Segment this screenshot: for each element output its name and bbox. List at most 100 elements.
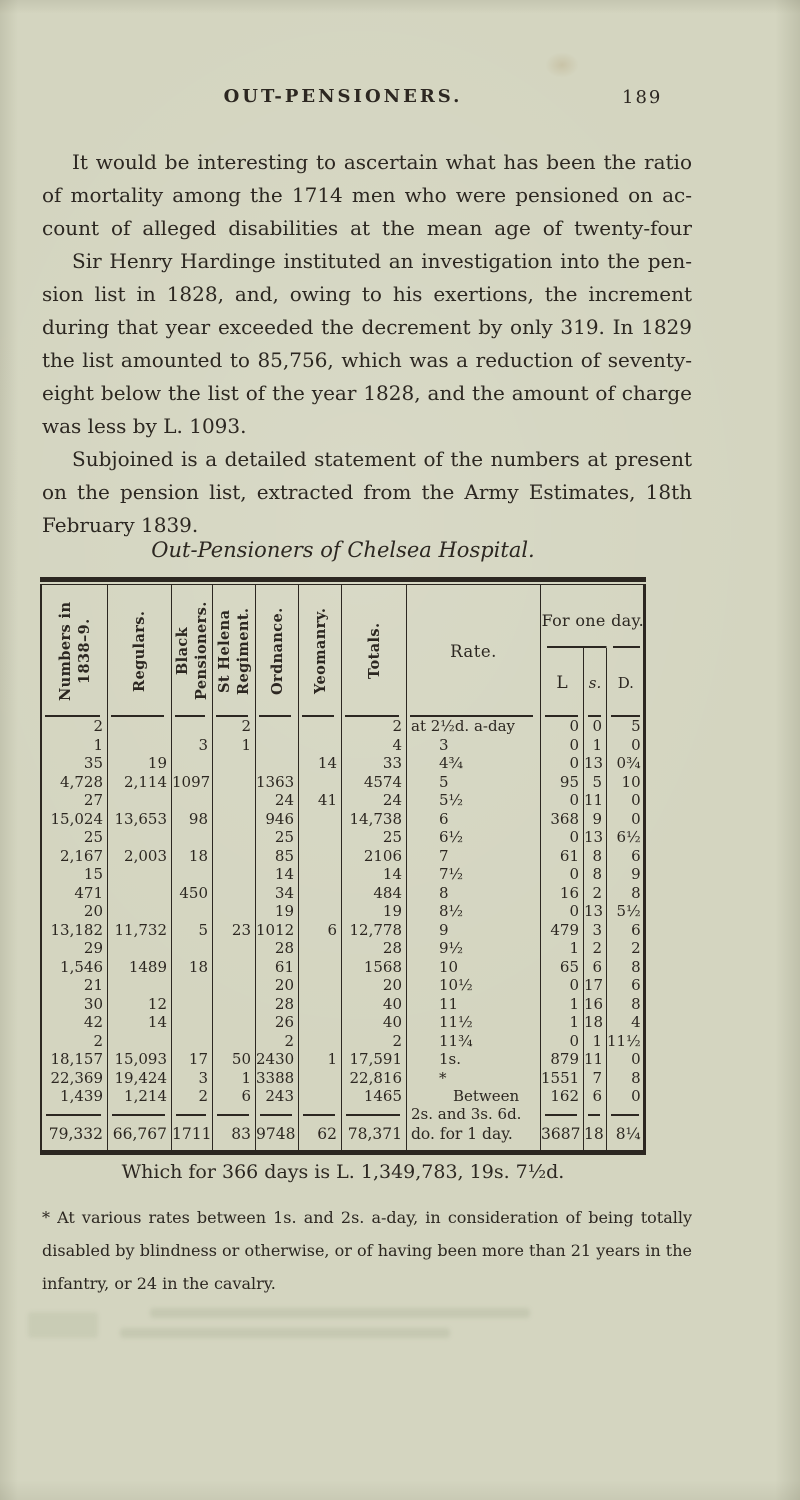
table-cell: 2,003 (108, 846, 172, 865)
table-cell: 3 (172, 735, 213, 754)
table-cell: 28 (256, 994, 299, 1013)
rate-cell: 6 (407, 809, 541, 828)
table-cell: 6 (631, 846, 641, 865)
table-cell: 27 (42, 791, 108, 810)
body-text-line: was less by L. 1093. (42, 414, 247, 438)
column-header-rate: Rate. (407, 585, 541, 717)
table-cell: 1 (541, 994, 584, 1013)
table-cell: 98 (172, 809, 213, 828)
table-cell: 2 (342, 717, 407, 736)
table-cell (299, 1087, 342, 1106)
table-cell: 10 (621, 772, 641, 791)
table-cell: 25 (342, 828, 407, 847)
table-cell (213, 772, 256, 791)
table-cell: 13,653 (108, 809, 172, 828)
column-header-label: Yeomanry. (311, 607, 329, 695)
table-cell: 3 (584, 920, 607, 939)
table-cell: 25 (42, 828, 108, 847)
table-cell: 19 (256, 902, 299, 921)
table-cell (299, 957, 342, 976)
table-cell: 95 (541, 772, 584, 791)
table-cell: 0 (541, 735, 584, 754)
rate-cell: 10 (407, 957, 541, 976)
table-cell: 13 (584, 828, 607, 847)
table-cell: 0 (584, 717, 607, 736)
table-cell: 12 (108, 994, 172, 1013)
table-cell: 0 (541, 828, 584, 847)
footnote-line: infantry, or 24 in the cavalry. (42, 1274, 276, 1293)
total-cell: 1711 (172, 1121, 213, 1150)
table-cell: 2,114 (108, 772, 172, 791)
table-cell: 34 (256, 883, 299, 902)
table-cell (108, 865, 172, 884)
table-cell: 6½ (616, 828, 641, 846)
body-text-line: the list amounted to 85,756, which was a… (42, 348, 692, 372)
table-cell: 2 (584, 939, 607, 958)
column-rule (342, 1105, 407, 1122)
column-header: Black Pensioners. (172, 585, 213, 717)
table-cell: 946 (256, 809, 299, 828)
rate-separator-text: 2s. and 3s. 6d. (407, 1105, 541, 1122)
table-cell: 8 (631, 1068, 641, 1087)
table-cell: 16 (584, 994, 607, 1013)
table-cell: 13 (584, 754, 607, 773)
table-cell (213, 939, 256, 958)
table-cell: 1363 (256, 772, 299, 791)
table-cell: 2430 (256, 1050, 299, 1069)
table-cell: 24 (342, 791, 407, 810)
table-cell: 25 (256, 828, 299, 847)
column-rule (299, 1105, 342, 1122)
table-cell (213, 976, 256, 995)
table-cell: 1 (584, 735, 607, 754)
table-cell: 1012 (256, 920, 299, 939)
rate-cell: at 2½d. a-day (407, 717, 541, 736)
table-cell: 1 (299, 1050, 342, 1069)
table-cell (299, 865, 342, 884)
header-rule (547, 646, 640, 648)
table-cell: 0 (631, 809, 641, 828)
column-header-label: Regulars. (131, 610, 148, 692)
table-cell (299, 735, 342, 754)
table-cell (108, 1031, 172, 1050)
table-cell: 18 (584, 1013, 607, 1032)
total-cell: 9748 (256, 1121, 299, 1150)
body-text-line: count of alleged disabilities at the mea… (42, 216, 692, 240)
table-cell: 5 (631, 717, 641, 735)
table-cell: 0 (631, 735, 641, 754)
table-cell: 17 (584, 976, 607, 995)
table-cell: 5 (172, 920, 213, 939)
table-cell: 879 (541, 1050, 584, 1069)
table-cell: 0 (541, 902, 584, 921)
rate-cell: 11½ (407, 1013, 541, 1032)
table-cell (172, 1031, 213, 1050)
table-cell: 8 (631, 994, 641, 1013)
table-cell: 1 (541, 939, 584, 958)
table-cell (213, 1013, 256, 1032)
table-cell: 450 (172, 883, 213, 902)
table-cell: 33 (342, 754, 407, 773)
table-cell: 65 (541, 957, 584, 976)
column-rule (584, 1105, 607, 1122)
total-cell: 3687 (541, 1121, 584, 1150)
table-cell (108, 939, 172, 958)
table-cell: 2 (342, 1031, 407, 1050)
column-rule (42, 1105, 108, 1122)
table-cell (256, 754, 299, 773)
body-text: It would be interesting to ascertain wha… (42, 146, 692, 542)
table-cell: 3388 (256, 1068, 299, 1087)
for-one-day-label: For one day. (541, 611, 645, 630)
column-rule (256, 1105, 299, 1122)
table-cell (299, 939, 342, 958)
table-cell: 8 (584, 865, 607, 884)
table-cell: 4 (342, 735, 407, 754)
table-cell: 40 (342, 994, 407, 1013)
table-cell: 21 (42, 976, 108, 995)
table-cell: 3 (172, 1068, 213, 1087)
table-cell: 4574 (342, 772, 407, 791)
table-cell (299, 809, 342, 828)
table-cell (213, 828, 256, 847)
table-cell (213, 902, 256, 921)
column-header-label: Numbers in 1838–9. (56, 601, 93, 701)
currency-header: D. (607, 648, 645, 717)
table-cell: 0 (541, 791, 584, 810)
